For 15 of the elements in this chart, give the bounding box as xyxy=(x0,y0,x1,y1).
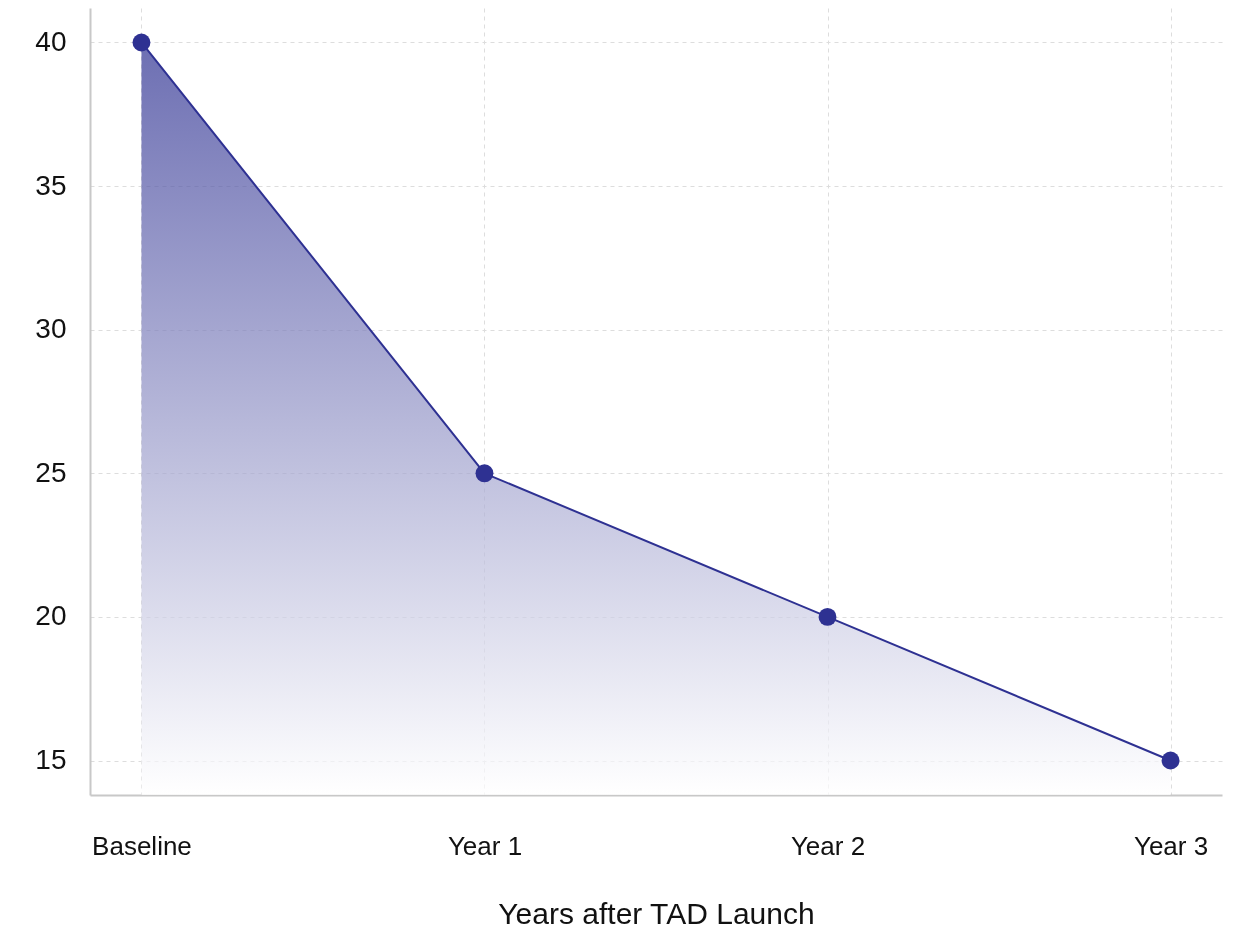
y-tick-label: 40 xyxy=(35,25,67,57)
point xyxy=(475,464,494,483)
x-tick-label: Year 3 xyxy=(1133,830,1209,861)
x-tick-label: Baseline xyxy=(92,830,192,861)
y-tick-label: 30 xyxy=(35,313,67,345)
point xyxy=(132,33,151,52)
y-tick-label: 35 xyxy=(35,169,67,201)
y-tick-label: 15 xyxy=(35,744,67,776)
x-tick-label: Year 1 xyxy=(447,830,523,861)
point xyxy=(818,607,837,626)
x-axis-title: Years after TAD Launch xyxy=(498,896,815,930)
y-tick-label: 25 xyxy=(35,456,67,488)
x-tick-label: Year 2 xyxy=(790,830,866,861)
y-tick-label: 20 xyxy=(35,600,67,632)
point xyxy=(1161,751,1180,770)
